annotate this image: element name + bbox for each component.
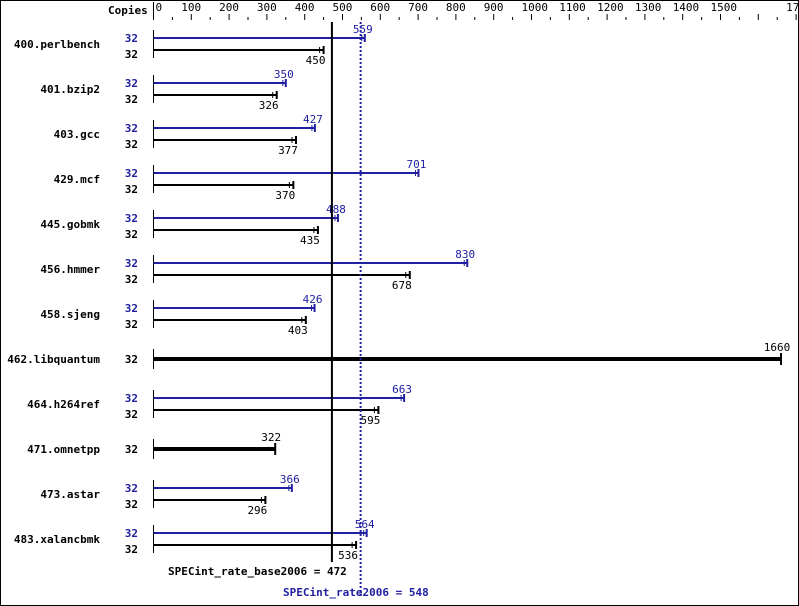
peak-value-label: 830 — [455, 248, 475, 261]
base-value-label: 536 — [338, 549, 358, 562]
x-tick-label: 0 — [156, 1, 163, 14]
x-tick-label: 200 — [219, 1, 239, 14]
base-copies: 32 — [125, 93, 138, 106]
base-value-label: 370 — [275, 189, 295, 202]
x-tick-label: 1200 — [597, 1, 624, 14]
base-value-label: 678 — [392, 279, 412, 292]
base-copies: 32 — [125, 543, 138, 556]
base-metric-label: SPECint_rate_base2006 = 472 — [168, 565, 347, 578]
base-value-label: 326 — [259, 99, 279, 112]
base-value-label: 377 — [278, 144, 298, 157]
benchmark-label: 445.gobmk — [40, 218, 100, 231]
peak-copies: 32 — [125, 392, 138, 405]
benchmark-label: 458.sjeng — [40, 308, 100, 321]
base-value-label: 1660 — [764, 341, 791, 354]
peak-metric-label: SPECint_rate2006 = 548 — [283, 586, 429, 599]
base-copies: 32 — [125, 498, 138, 511]
copies-header: Copies — [108, 4, 148, 17]
x-tick-label: 1500 — [711, 1, 738, 14]
base-value-label: 296 — [247, 504, 267, 517]
benchmark-label: 401.bzip2 — [40, 83, 100, 96]
base-copies: 32 — [125, 138, 138, 151]
benchmark-label: 456.hmmer — [40, 263, 100, 276]
benchmark-label: 462.libquantum — [7, 353, 100, 366]
base-copies: 32 — [125, 408, 138, 421]
peak-value-label: 350 — [274, 68, 294, 81]
x-tick-label: 1100 — [559, 1, 586, 14]
benchmark-label: 471.omnetpp — [27, 443, 100, 456]
base-copies: 32 — [125, 443, 138, 456]
benchmark-label: 429.mcf — [54, 173, 100, 186]
benchmark-label: 400.perlbench — [14, 38, 100, 51]
benchmark-label: 464.h264ref — [27, 398, 100, 411]
base-copies: 32 — [125, 273, 138, 286]
base-value-label: 403 — [288, 324, 308, 337]
peak-copies: 32 — [125, 77, 138, 90]
peak-value-label: 663 — [392, 383, 412, 396]
peak-value-label: 559 — [353, 23, 373, 36]
peak-copies: 32 — [125, 257, 138, 270]
peak-value-label: 488 — [326, 203, 346, 216]
peak-value-label: 427 — [303, 113, 323, 126]
base-copies: 32 — [125, 318, 138, 331]
base-copies: 32 — [125, 48, 138, 61]
peak-value-label: 701 — [407, 158, 427, 171]
peak-value-label: 564 — [355, 518, 375, 531]
benchmark-label: 403.gcc — [54, 128, 100, 141]
peak-value-label: 366 — [280, 473, 300, 486]
peak-value-label: 426 — [303, 293, 323, 306]
base-value-label: 435 — [300, 234, 320, 247]
peak-copies: 32 — [125, 32, 138, 45]
peak-copies: 32 — [125, 212, 138, 225]
base-copies: 32 — [125, 228, 138, 241]
x-tick-label: 400 — [295, 1, 315, 14]
peak-copies: 32 — [125, 302, 138, 315]
x-tick-label: 1700 — [786, 1, 799, 14]
x-tick-label: 1400 — [673, 1, 700, 14]
base-value-label: 322 — [261, 431, 281, 444]
x-tick-label: 500 — [333, 1, 353, 14]
benchmark-label: 473.astar — [40, 488, 100, 501]
base-value-label: 595 — [360, 414, 380, 427]
benchmark-label: 483.xalancbmk — [14, 533, 100, 546]
base-copies: 32 — [125, 183, 138, 196]
peak-copies: 32 — [125, 167, 138, 180]
x-tick-label: 900 — [484, 1, 504, 14]
x-tick-label: 800 — [446, 1, 466, 14]
x-tick-label: 1000 — [522, 1, 549, 14]
peak-copies: 32 — [125, 482, 138, 495]
base-copies: 32 — [125, 353, 138, 366]
x-tick-label: 100 — [181, 1, 201, 14]
base-value-label: 450 — [306, 54, 326, 67]
peak-copies: 32 — [125, 122, 138, 135]
x-tick-label: 600 — [370, 1, 390, 14]
x-tick-label: 700 — [408, 1, 428, 14]
peak-copies: 32 — [125, 527, 138, 540]
x-tick-label: 300 — [257, 1, 277, 14]
x-tick-label: 1300 — [635, 1, 662, 14]
